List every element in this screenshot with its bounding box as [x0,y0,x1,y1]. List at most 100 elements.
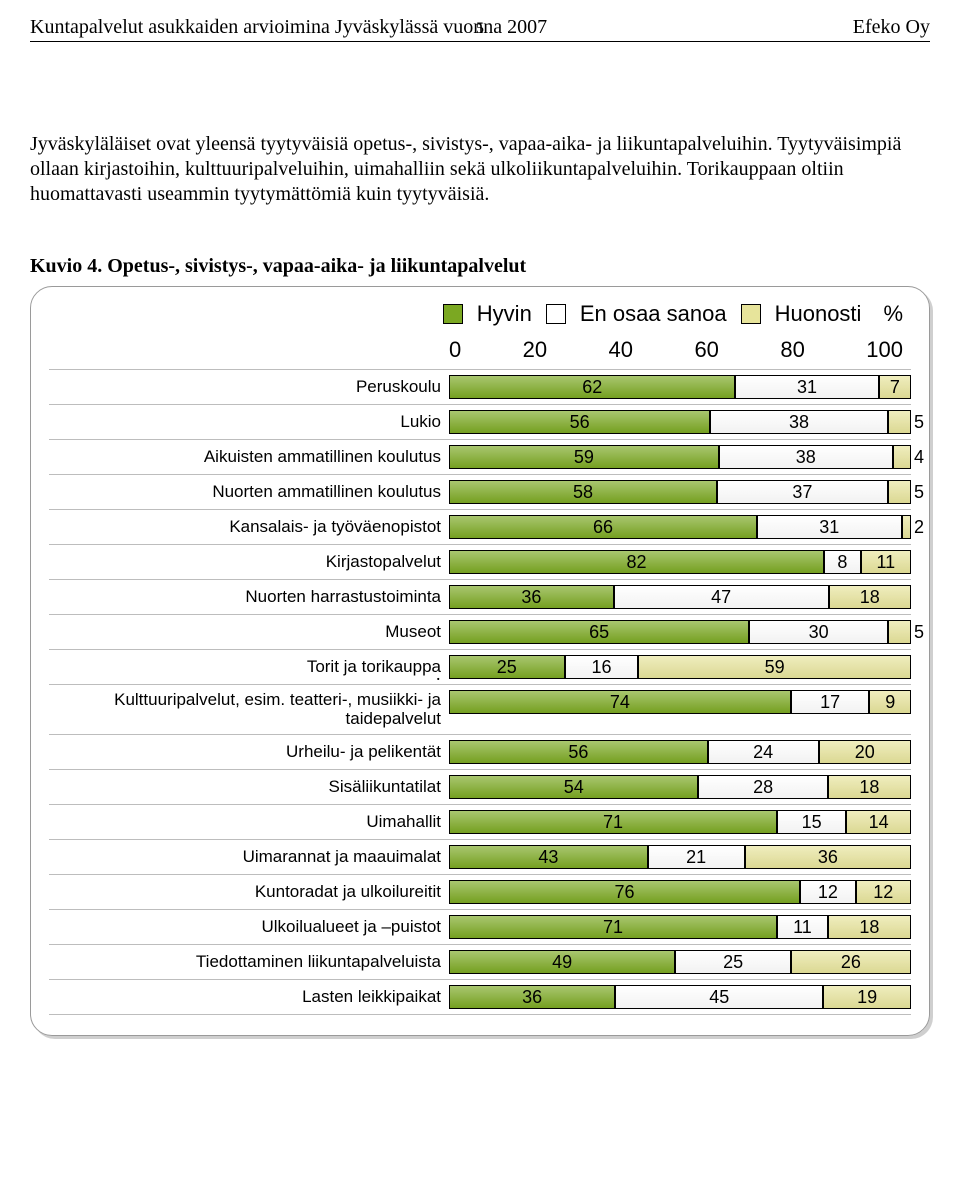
bar-segment: 19 [823,985,911,1009]
chart-row: Peruskoulu62317 [49,369,911,404]
bar-segment: 12 [856,880,911,904]
bar: 251659 [449,655,911,679]
body-paragraph: Jyväskyläläiset ovat yleensä tyytyväisiä… [30,132,930,207]
legend-swatch [546,304,566,324]
bar-segment: 36 [745,845,911,869]
bar-segment: 11 [861,550,911,574]
bar-segment: 5 [888,480,911,504]
bar-segment: 15 [777,810,846,834]
header-left: Kuntapalvelut asukkaiden arvioimina Jyvä… [30,16,547,39]
bar-segment: 82 [449,550,824,574]
bar: 65305 [449,620,911,644]
bar: 66312 [449,515,911,539]
legend-swatch [443,304,463,324]
bar-segment: 25 [675,950,791,974]
bar-track: 59384 [449,440,911,474]
legend: HyvinEn osaa sanoaHuonosti % [49,301,911,327]
bar-track: 492526 [449,945,911,979]
bar: 74179 [449,690,911,714]
x-tick: 100 [866,337,903,363]
row-label: Kirjastopalvelut [49,545,449,579]
row-label: Uimahallit [49,805,449,839]
bar-segment: 58 [449,480,717,504]
chart-row: Ulkoilualueet ja –puistot711118 [49,909,911,944]
bar: 711118 [449,915,911,939]
bar-segment: 59 [449,445,719,469]
bar-segment: 59 [638,655,911,679]
bar-segment: 47 [614,585,829,609]
bar-segment: 31 [735,375,878,399]
chart-rows: Peruskoulu62317Lukio56385Aikuisten ammat… [49,369,911,1015]
chart-frame: HyvinEn osaa sanoaHuonosti % 02040608010… [30,286,930,1036]
row-label: Kuntoradat ja ulkoilureitit [49,875,449,909]
chart-row: Aikuisten ammatillinen koulutus59384 [49,439,911,474]
chart-row: Urheilu- ja pelikentät562420 [49,734,911,769]
bar: 62317 [449,375,911,399]
row-label: Torit ja torikauppa [49,650,449,684]
row-label: Peruskoulu [49,370,449,404]
x-tick: 20 [523,337,547,363]
bar-value-overflow: 4 [910,447,924,468]
bar-track: 74179 [449,685,911,719]
chart-row: Uimarannat ja maauimalat432136 [49,839,911,874]
bar-segment: 2 [902,515,911,539]
bar-segment: 5 [888,620,911,644]
bar-segment: 38 [719,445,893,469]
bar-track: 56385 [449,405,911,439]
bar-track: 364519 [449,980,911,1014]
row-label: Uimarannat ja maauimalat [49,840,449,874]
bar-segment: 36 [449,585,614,609]
page: 5 Kuntapalvelut asukkaiden arvioimina Jy… [0,0,960,1066]
bar-segment: 76 [449,880,800,904]
chart-row: Sisäliikuntatilat542818 [49,769,911,804]
bar-segment: 16 [565,655,639,679]
chart-row: Nuorten ammatillinen koulutus58375 [49,474,911,509]
chart-row: Torit ja torikauppa.251659 [49,649,911,684]
bar-segment: 65 [449,620,749,644]
header: 5 Kuntapalvelut asukkaiden arvioimina Jy… [30,16,930,42]
row-label: Kulttuuripalvelut, esim. teatteri-, musi… [49,685,449,734]
bar-segment: 8 [824,550,861,574]
legend-items: HyvinEn osaa sanoaHuonosti [443,301,862,327]
bar: 542818 [449,775,911,799]
bar-segment: 36 [449,985,615,1009]
bar-segment: 54 [449,775,698,799]
bar-segment: 24 [708,740,819,764]
chart-row: Kuntoradat ja ulkoilureitit761212 [49,874,911,909]
bar-segment: 25 [449,655,565,679]
bar-segment: 66 [449,515,757,539]
bar: 59384 [449,445,911,469]
bar-segment: 14 [846,810,911,834]
bar: 56385 [449,410,911,434]
row-label: Ulkoilualueet ja –puistot [49,910,449,944]
legend-label: En osaa sanoa [580,301,727,327]
bar-segment: 71 [449,915,777,939]
bar-track: 364718 [449,580,911,614]
bar: 492526 [449,950,911,974]
bar-track: 711118 [449,910,911,944]
bar-segment: 30 [749,620,888,644]
chart-row: Kirjastopalvelut82811 [49,544,911,579]
x-tick: 0 [449,337,461,363]
chart-row: Kansalais- ja työväenopistot66312 [49,509,911,544]
bar-value-overflow: 5 [910,412,924,433]
bar: 432136 [449,845,911,869]
bar-segment: 38 [710,410,887,434]
row-label: Museot [49,615,449,649]
row-label: Tiedottaminen liikuntapalveluista [49,945,449,979]
chart-row: Nuorten harrastustoiminta364718 [49,579,911,614]
bar-segment: 18 [828,915,911,939]
x-axis: 020406080100 [449,337,903,363]
bar-segment: 71 [449,810,777,834]
bar-segment: 17 [791,690,870,714]
bar-segment: 18 [829,585,911,609]
chart-row: Museot65305 [49,614,911,649]
chart-row: Lasten leikkipaikat364519 [49,979,911,1015]
bar: 364519 [449,985,911,1009]
row-label: Aikuisten ammatillinen koulutus [49,440,449,474]
bar: 711514 [449,810,911,834]
row-label: Nuorten harrastustoiminta [49,580,449,614]
bar-segment: 9 [869,690,911,714]
bar-segment: 49 [449,950,675,974]
bar: 82811 [449,550,911,574]
